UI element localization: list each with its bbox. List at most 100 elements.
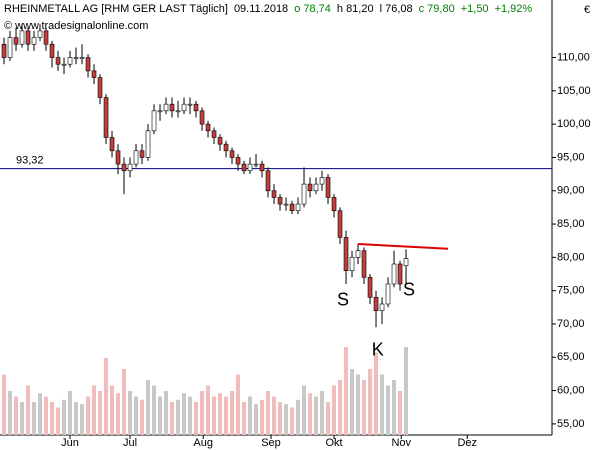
volume-bar [260,399,265,435]
currency: € [584,4,590,16]
candle-body [139,150,145,158]
y-tick-label: 105,00 [557,85,591,97]
volume-bar [248,396,253,435]
volume-bar [374,352,379,435]
header-item: o 78,74 [294,3,331,15]
volume-bar [302,385,307,435]
volume-bar [212,396,217,435]
volume-bar [182,393,187,435]
y-tick-label: 95,00 [557,151,585,163]
candle-body [67,57,73,65]
candle-body [115,150,121,165]
candle-body [217,137,223,145]
candle-body [379,303,385,311]
candle-body [349,257,355,271]
volume-bar [2,374,7,435]
candle-body [313,183,319,192]
candle-body [85,57,91,72]
y-tick-label: 90,00 [557,185,585,197]
volume-bar [158,396,163,435]
volume-bar [308,393,313,435]
volume-bar [206,385,211,435]
header-item: +1,92% [495,3,533,15]
volume-bar [128,391,133,435]
candle-body [133,150,139,165]
candle-body [289,203,295,212]
volume-bar [56,407,61,435]
volume-bar [218,393,223,435]
volume-bar [104,358,109,435]
candle-body [181,103,187,112]
candle-body [343,237,349,271]
volume-bar [14,396,19,435]
header-item: 09.11.2018 [234,3,288,15]
volume-bar [332,385,337,435]
volume-bar [368,369,373,435]
candle-body [157,110,163,113]
x-tick-label: Jul [123,437,137,449]
candle-body [301,183,307,205]
volume-bar [386,385,391,435]
candle-body [223,143,229,152]
volume-bar [338,380,343,435]
header-item: +1,50 [461,3,489,15]
pattern-label: S [337,289,349,309]
y-tick-label: 70,00 [557,318,585,330]
candle-body [145,130,151,158]
candle-body [241,163,247,172]
candle-body [49,43,55,58]
volume-bar [290,407,295,435]
candle-body [73,57,79,59]
volume-bar [356,374,361,435]
volume-bar [278,402,283,435]
volume-bar [194,402,199,435]
candle-body [43,30,49,45]
candle-body [163,103,169,112]
candle-body [31,37,37,45]
candle-body [283,203,289,206]
candle-body [37,30,43,38]
y-tick-label: 75,00 [557,285,585,297]
candle-body [247,163,253,172]
volume-bar [362,380,367,435]
candle-body [187,103,193,106]
volume-bar [188,396,193,435]
candle-body [13,37,19,45]
candle-body [331,197,337,212]
candle-body [25,30,31,45]
volume-bar [164,391,169,435]
y-tick-label: 80,00 [557,251,585,263]
volume-bar [314,396,319,435]
volume-bar [404,347,409,435]
candle-body [97,77,103,98]
volume-bar [200,391,205,435]
volume-bar [272,396,277,435]
volume-bar [62,399,67,435]
candle-body [373,297,379,311]
volume-bar [86,396,91,435]
pattern-label: K [372,339,384,359]
candle-body [103,97,109,138]
x-tick-label: Sep [261,437,281,449]
volume-bar [92,385,97,435]
x-tick-label: Nov [391,437,411,449]
volume-bar [38,393,43,435]
volume-bar [140,399,145,435]
support-label: 93,32 [16,155,44,167]
candle-body [55,57,61,65]
y-tick-label: 60,00 [557,384,585,396]
candle-body [19,30,25,45]
candle-body [271,190,277,198]
volume-bar [74,402,79,435]
volume-bar [44,396,49,435]
candle-body [1,43,7,58]
volume-bar [170,402,175,435]
candle-body [175,110,181,113]
volume-bar [8,391,13,435]
candle-body [259,163,265,172]
y-tick-label: 65,00 [557,351,585,363]
volume-bar [254,404,259,435]
candle-body [295,203,301,212]
candle-body [205,123,211,132]
